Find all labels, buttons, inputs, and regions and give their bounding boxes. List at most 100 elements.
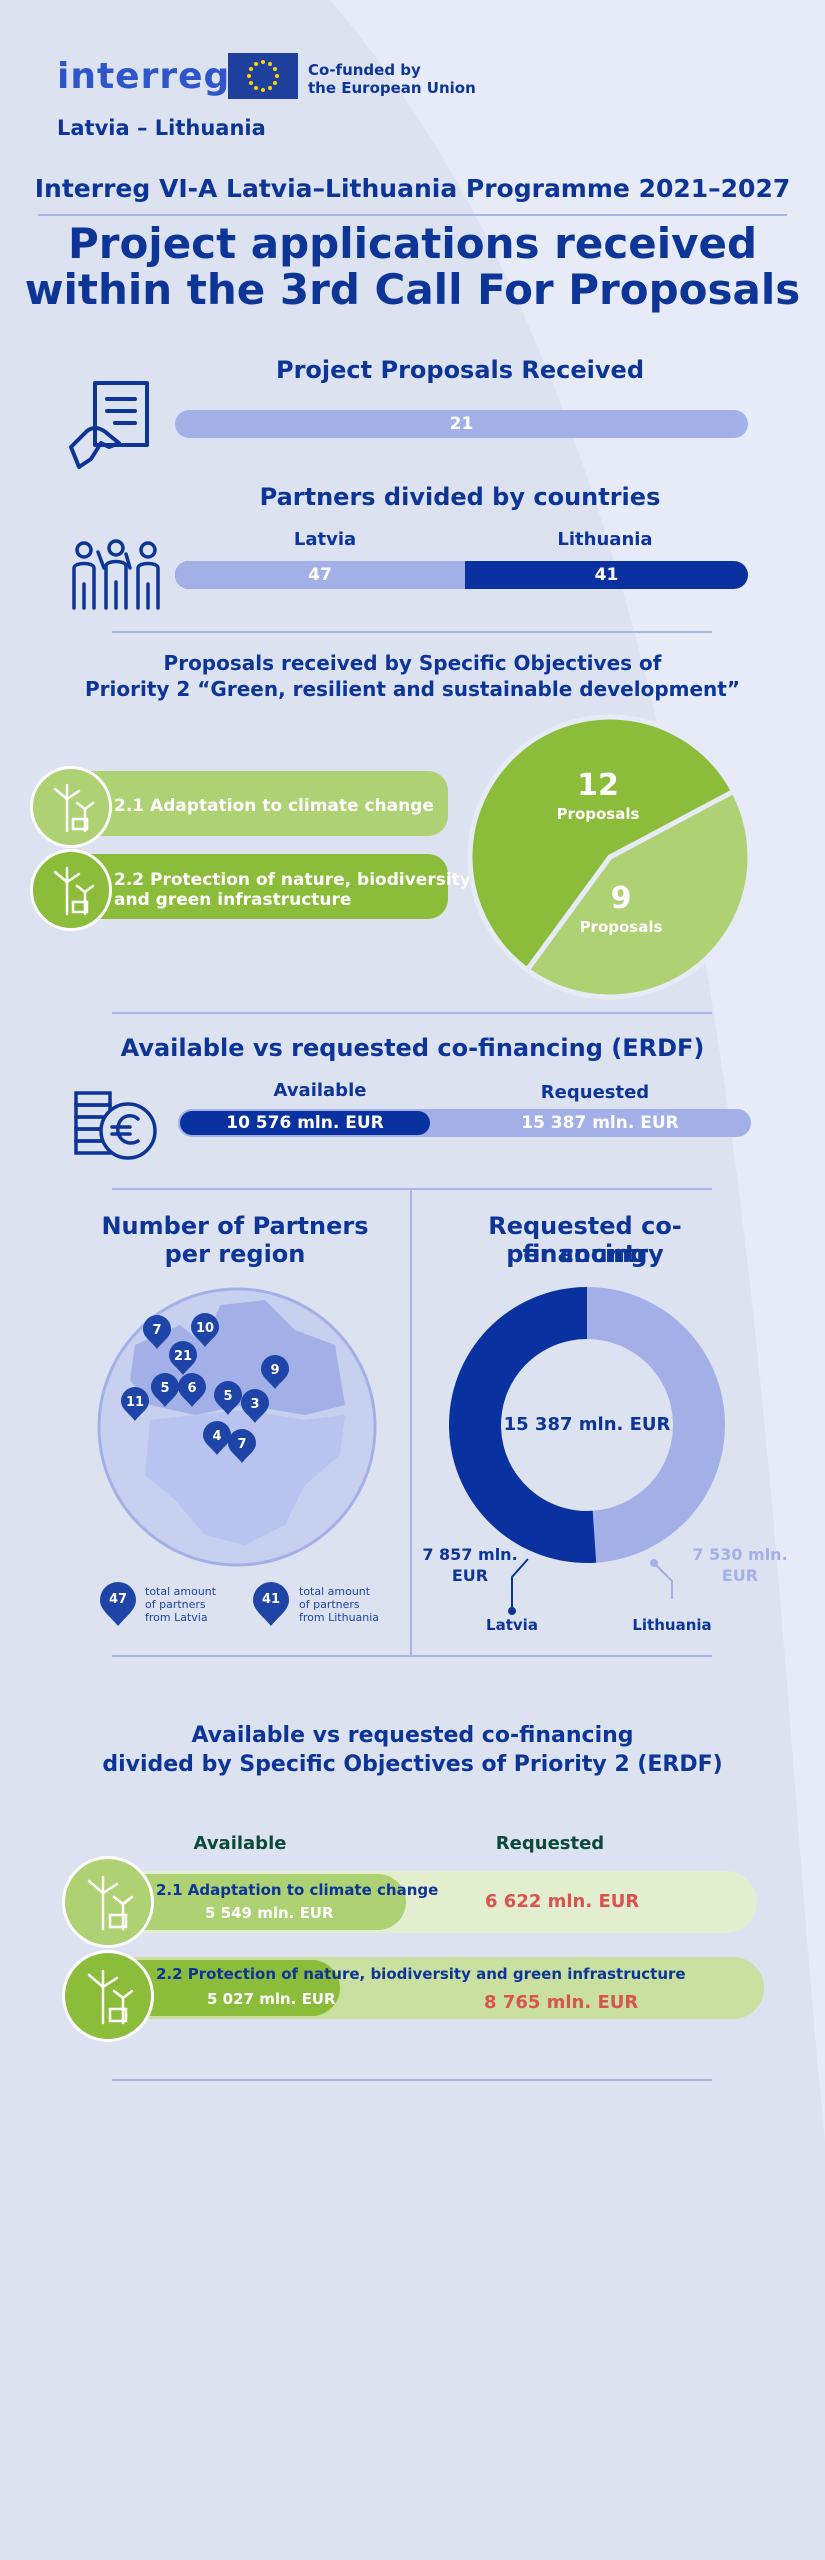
map-pin-marker: [228, 1429, 256, 1463]
so-row2-available-value: 5 027 mln. EUR: [207, 1990, 336, 2008]
lithuania-donut-value-line1: 7 530 mln.: [692, 1545, 788, 1564]
latvia-donut-label: Latvia: [486, 1616, 538, 1634]
wind-solar-icon: [62, 1856, 154, 1948]
divider: [112, 2079, 712, 2081]
pie-bottom-value: 9: [610, 881, 632, 916]
map-pin: 10: [191, 1313, 219, 1347]
divider: [112, 1655, 712, 1657]
requested-value: 15 387 mln. EUR: [521, 1113, 679, 1133]
map-pin-marker: [214, 1381, 242, 1415]
so-row2-requested-value: 8 765 mln. EUR: [484, 1992, 639, 2013]
divider: [112, 631, 712, 633]
map-pin-value: 10: [196, 1321, 214, 1336]
so-financing-title-line1: Available vs requested co-financing: [191, 1723, 634, 1748]
map-pin: 5: [214, 1381, 242, 1415]
cofinancing-title: Available vs requested co-financing (ERD…: [120, 1034, 705, 1062]
donut-slice-lithuania: [587, 1287, 725, 1563]
partners-bar-lithuania: 41: [594, 565, 619, 585]
map-pin-value: 5: [223, 1389, 232, 1404]
map-pin: 11: [121, 1387, 149, 1421]
map-pin-marker: [203, 1421, 231, 1455]
country-donut-chart: [448, 1287, 725, 1563]
programme-title: Interreg VI-A Latvia–Lithuania Programme…: [34, 174, 791, 203]
region-map: 7 10 21 9 5 6 5 3 11 4 7: [97, 1287, 377, 1567]
map-pin-marker: [191, 1313, 219, 1347]
map-pin-marker: [143, 1315, 171, 1349]
map-pin-value: 21: [174, 1349, 192, 1364]
page-title-line1: Project applications received: [67, 219, 758, 268]
map-pin-value: 5: [160, 1381, 169, 1396]
coins-euro-icon: [72, 1087, 162, 1163]
objective-2-2-label-line1: 2.2 Protection of nature, biodiversity: [114, 870, 471, 890]
country-title-line1: Requested co-financing: [488, 1212, 682, 1268]
partners-title: Partners divided by countries: [259, 483, 661, 511]
donut-slice-latvia: [448, 1287, 597, 1563]
pie-bottom-label: Proposals: [579, 918, 663, 936]
lithuania-leader-line: [650, 1559, 673, 1599]
eu-cofunded-line1: Co-funded by: [308, 61, 421, 79]
lithuania-donut-label: Lithuania: [632, 1616, 712, 1634]
so-row1-label: 2.1 Adaptation to climate change: [156, 1881, 439, 1899]
legend-pin-latvia: [100, 1582, 136, 1626]
wind-solar-icon: [30, 849, 112, 931]
proposals-bar: 21: [175, 410, 748, 438]
objective-2-2-bar: [70, 854, 448, 919]
map-pin-marker: [169, 1341, 197, 1375]
interreg-logo: interreg: [57, 56, 231, 97]
map-pin: 5: [151, 1373, 179, 1407]
eu-cofunded-line2: the European Union: [308, 79, 476, 97]
objective-2-2-label-line2: and green infrastructure: [114, 890, 352, 910]
map-pin: 21: [169, 1341, 197, 1375]
donut-center-total: 15 387 mln. EUR: [503, 1414, 671, 1435]
legend-latvia-value: 47: [108, 1592, 128, 1607]
map-pin-value: 9: [270, 1363, 279, 1378]
so-requested-label: Requested: [495, 1833, 605, 1854]
map-pin-marker: [241, 1389, 269, 1423]
pie-top-label: Proposals: [556, 805, 640, 823]
map-pin-value: 11: [126, 1395, 144, 1410]
lithuania-label: Lithuania: [557, 529, 653, 550]
proposals-title: Project Proposals Received: [276, 356, 644, 384]
latvia-donut-value-line2: EUR: [451, 1566, 489, 1585]
pie-slice-objective-2-1: [467, 714, 737, 974]
map-pin-marker: [261, 1355, 289, 1389]
vertical-divider: [410, 1188, 412, 1656]
partners-bar-latvia: 47: [175, 561, 465, 589]
latvia-leader-line: [508, 1558, 529, 1615]
lithuania-map-shape: [145, 1410, 345, 1545]
map-pin-value: 7: [152, 1323, 161, 1338]
map-pin: 7: [143, 1315, 171, 1349]
wind-solar-icon: [30, 766, 112, 848]
latvia-label: Latvia: [293, 529, 357, 550]
so-row2-label: 2.2 Protection of nature, biodiversity a…: [156, 1965, 686, 1983]
map-pin: 4: [203, 1421, 231, 1455]
map-pin: 7: [228, 1429, 256, 1463]
requested-label: Requested: [540, 1082, 650, 1103]
map-pin-value: 4: [212, 1429, 221, 1444]
region-title-line2: per region: [164, 1240, 306, 1268]
map-pin-value: 6: [187, 1381, 196, 1396]
map-pin: 6: [178, 1373, 206, 1407]
legend-lithuania-value: 41: [261, 1592, 281, 1607]
eu-flag-icon: [228, 53, 298, 99]
map-pin: 9: [261, 1355, 289, 1389]
so-available-label: Available: [193, 1833, 287, 1854]
country-title-line2: per country: [506, 1240, 664, 1268]
map-pin: 3: [241, 1389, 269, 1423]
lithuania-donut-value-line2: EUR: [721, 1566, 759, 1585]
page-title-line2: within the 3rd Call For Proposals: [24, 265, 801, 314]
objectives-pie-chart: [467, 714, 753, 1000]
so-row1-available-value: 5 549 mln. EUR: [205, 1904, 334, 1922]
divider: [112, 1188, 712, 1190]
map-pin-marker: [121, 1387, 149, 1421]
map-pin-value: 7: [237, 1437, 246, 1452]
so-financing-title-line2: divided by Specific Objectives of Priori…: [102, 1752, 723, 1777]
pie-slice-objective-2-2: [523, 787, 753, 1000]
so-row1-requested-value: 6 622 mln. EUR: [485, 1891, 640, 1912]
objective-2-1-bar: [70, 771, 448, 836]
divider: [112, 1012, 712, 1014]
wind-solar-icon: [62, 1950, 154, 2042]
legend-lithuania-text: total amount of partners from Lithuania: [299, 1585, 380, 1624]
